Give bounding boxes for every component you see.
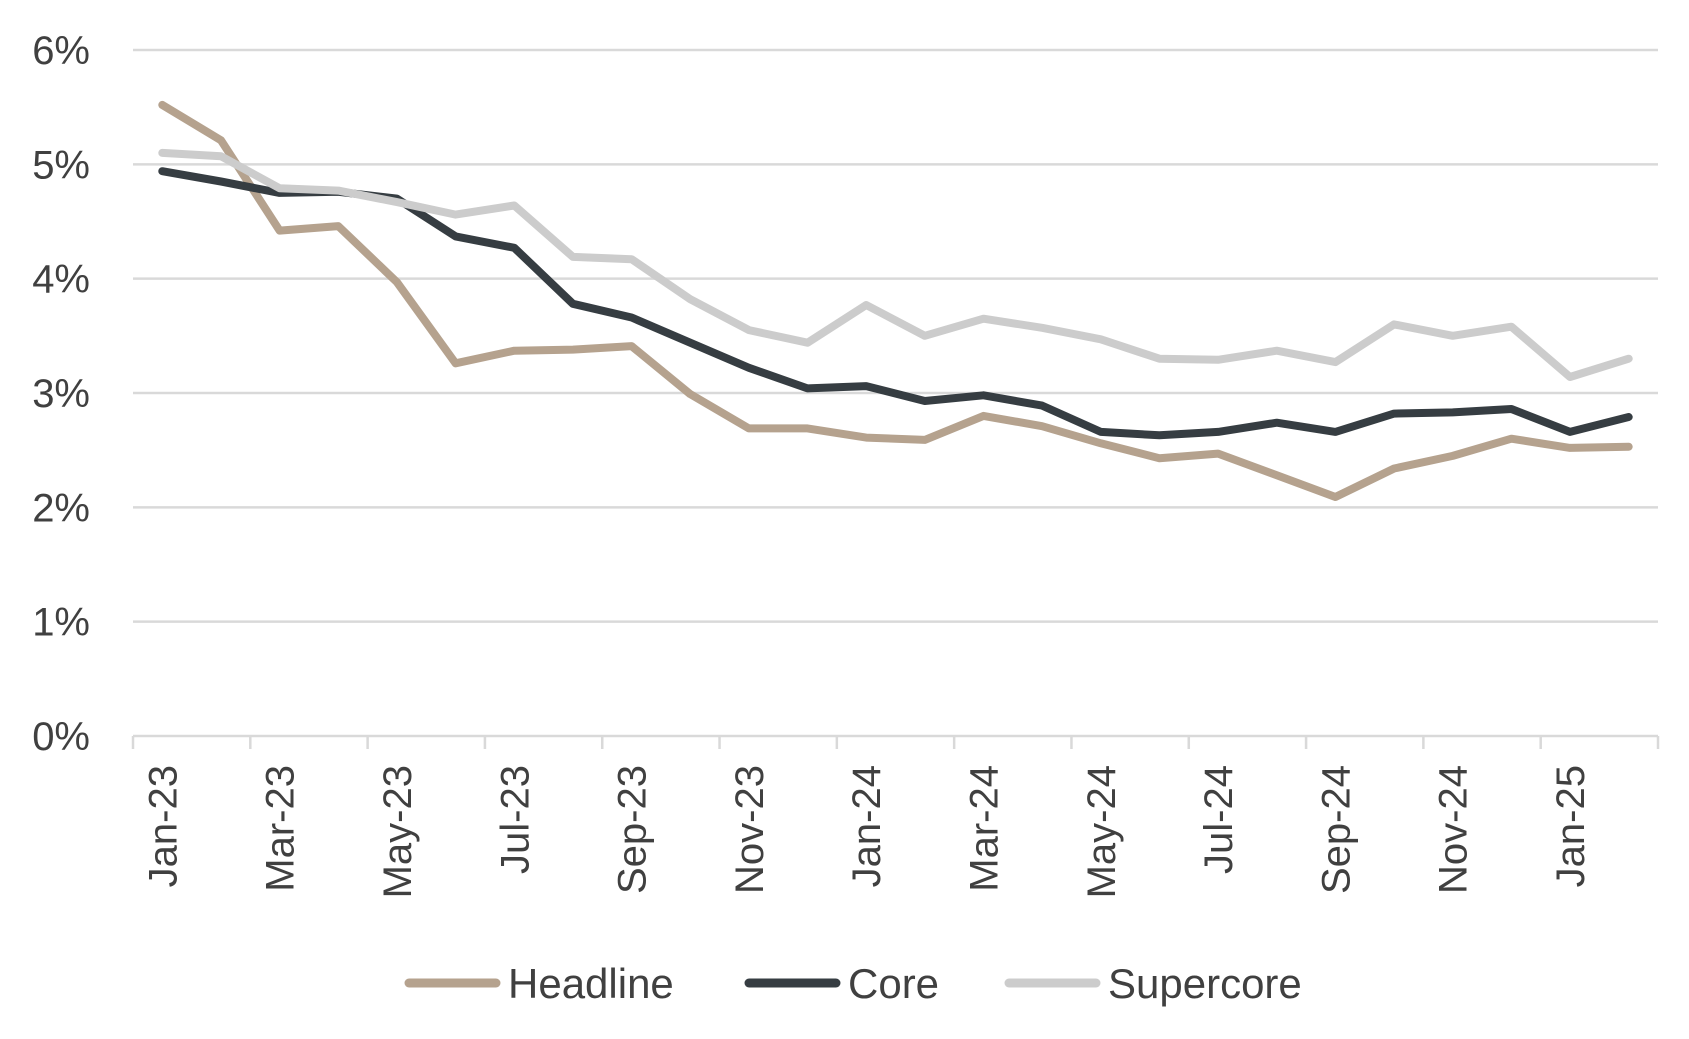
series-lines — [158, 100, 1633, 501]
y-tick-label: 3% — [32, 372, 90, 416]
series-line-headline — [158, 100, 1633, 501]
y-tick-label: 6% — [32, 29, 90, 73]
x-tick-label: Nov-23 — [728, 765, 772, 894]
x-tick-label: Nov-24 — [1432, 765, 1476, 894]
legend-item-core: Core — [744, 960, 939, 1007]
y-tick-label: 4% — [32, 258, 90, 302]
x-tick-label: Sep-24 — [1314, 765, 1358, 894]
y-tick-label: 1% — [32, 601, 90, 645]
x-tick-label: Jan-23 — [141, 765, 185, 887]
y-tick-label: 5% — [32, 143, 90, 187]
series-line-supercore — [158, 148, 1633, 381]
legend-label: Supercore — [1108, 960, 1302, 1007]
legend: Headline Core Supercore — [404, 960, 1302, 1007]
x-axis — [131, 734, 1660, 749]
x-tick-label: Jul-23 — [493, 765, 537, 874]
x-tick-label: Jan-24 — [845, 765, 889, 887]
x-tick-label: Jan-25 — [1549, 765, 1593, 887]
x-tick-label: Sep-23 — [611, 765, 655, 894]
y-tick-label: 2% — [32, 486, 90, 530]
x-tick-label: Mar-24 — [962, 765, 1006, 892]
series-line-core — [158, 167, 1633, 440]
legend-label: Headline — [508, 960, 674, 1007]
legend-item-supercore: Supercore — [1004, 960, 1302, 1007]
x-tick-label: Jul-24 — [1197, 765, 1241, 874]
x-axis-tick-labels: Jan-23 Mar-23 May-23 Jul-23 Sep-23 Nov-23 Jan-… — [141, 765, 1593, 898]
legend-item-headline: Headline — [404, 960, 674, 1007]
y-tick-label: 0% — [32, 715, 90, 759]
x-tick-label: May-23 — [376, 765, 420, 898]
x-tick-label: May-24 — [1080, 765, 1124, 898]
x-tick-label: Mar-23 — [259, 765, 303, 892]
y-axis-tick-labels: 0% 1% 2% 3% 4% 5% 6% — [32, 29, 90, 759]
legend-label: Core — [848, 960, 939, 1007]
gridlines — [133, 48, 1658, 623]
